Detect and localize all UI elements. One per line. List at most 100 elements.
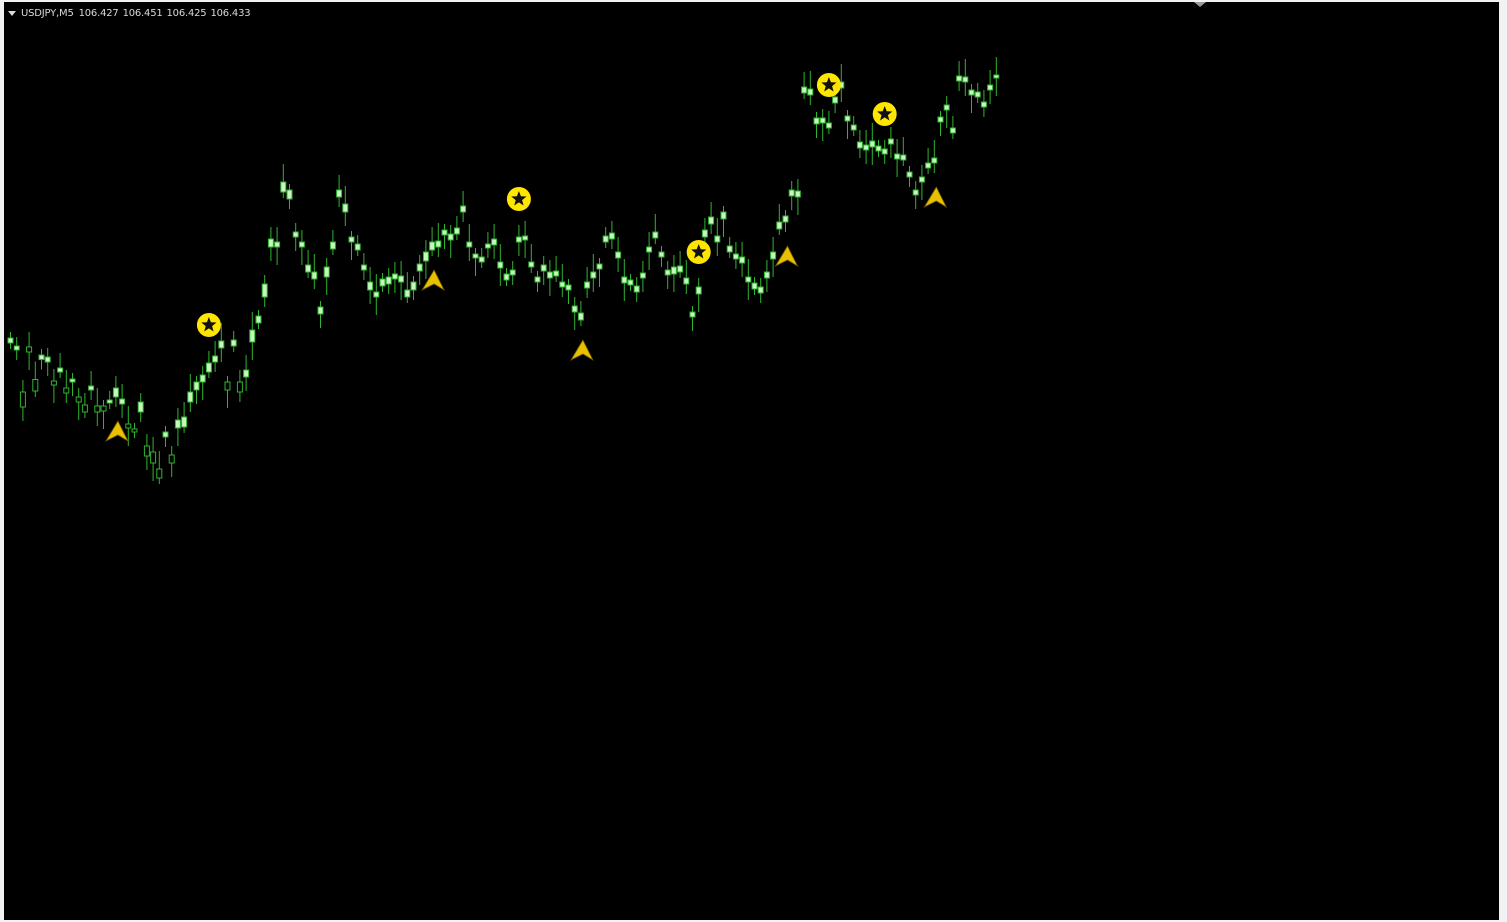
candle-body [720,211,727,220]
candle-body [88,385,95,391]
candle-body [131,428,138,433]
candle-body [937,116,944,123]
candle-body [770,251,777,260]
candle-body [757,286,764,294]
candle-body [974,91,981,98]
candle-body [714,235,721,243]
candle-body [311,271,318,280]
candle-body [329,241,336,250]
candle-body [701,229,708,238]
candle-body [825,122,832,129]
candle-body [193,381,200,391]
candle-body [50,380,57,386]
candle-body [181,416,188,428]
candle-body [869,140,876,148]
candle-body [32,379,39,392]
candle-body [484,243,491,249]
price-chart[interactable] [4,2,1499,920]
candle-body [274,241,281,248]
candle-body [528,261,535,268]
candle-body [75,396,82,403]
candle-body [906,171,913,178]
candle-body [881,148,888,155]
candle-body [441,229,448,236]
candle-body [801,86,808,94]
candle-body [590,271,597,279]
candle-body [435,240,442,248]
candle-body [112,387,119,398]
candle-body [677,265,684,273]
candle-body [255,315,262,324]
candle-body [813,117,820,125]
candle-body [646,246,653,253]
candle-body [708,216,715,225]
symbol-label: USDJPY,M5 [21,7,74,19]
symbol-header: USDJPY,M5 106.427 106.451 106.425 106.43… [8,6,254,20]
candle-body [100,405,107,412]
up-arrow-icon [421,269,446,292]
candle-body [788,189,795,197]
candle-body [398,275,405,283]
candle-body [503,273,510,281]
price-high: 106.451 [122,7,163,19]
candle-body [94,405,101,413]
candle-body [887,138,894,145]
chart-shift-marker-icon[interactable] [1194,2,1206,7]
candle-body [658,251,665,258]
candle-body [218,340,225,349]
candle-body [478,256,485,263]
candle-body [943,104,950,111]
candle-body [509,269,516,276]
candle-body [373,291,380,298]
candle-body [639,272,646,279]
candle-body [683,277,690,285]
candle-body [391,273,398,280]
candle-body [212,355,219,363]
candle-body [546,271,553,279]
candle-body [379,278,386,287]
candle-body [57,367,64,373]
candle-body [782,215,789,223]
candle-body [137,401,144,413]
up-arrow-icon [104,420,129,443]
candle-body [987,84,994,91]
star-circle-icon [196,313,221,337]
candle-body [267,238,274,248]
chart-window[interactable]: USDJPY,M5 106.427 106.451 106.425 106.43… [4,2,1499,920]
candle-body [348,236,355,243]
candle-body [63,387,70,394]
candle-body [596,263,603,270]
candle-body [497,261,504,269]
candle-body [106,399,113,404]
up-arrow-icon [923,186,948,209]
candle-body [416,263,423,272]
candle-body [993,74,1000,79]
candle-body [627,279,634,286]
candle-body [243,369,250,378]
candle-body [286,189,293,200]
candle-body [794,190,801,198]
candle-body [819,117,826,124]
chevron-down-icon[interactable] [8,10,16,16]
candle-body [174,419,181,429]
candle-body [863,144,870,151]
candle-body [119,398,126,405]
candle-body [81,404,88,413]
candle-body [249,329,256,343]
price-open: 106.427 [78,7,119,19]
candle-body [615,251,622,259]
price-close: 106.433 [210,7,251,19]
candle-body [602,235,609,243]
candle-body [522,235,529,241]
candle-body [931,157,938,164]
candle-body [236,381,243,393]
candle-body [776,221,783,230]
candle-body [553,270,560,277]
candle-body [751,282,758,290]
candle-body [664,269,671,276]
candle-body [949,127,956,134]
up-arrow-icon [774,245,799,268]
candle-body [429,241,436,251]
candle-body [571,305,578,313]
candle-body [745,276,752,283]
